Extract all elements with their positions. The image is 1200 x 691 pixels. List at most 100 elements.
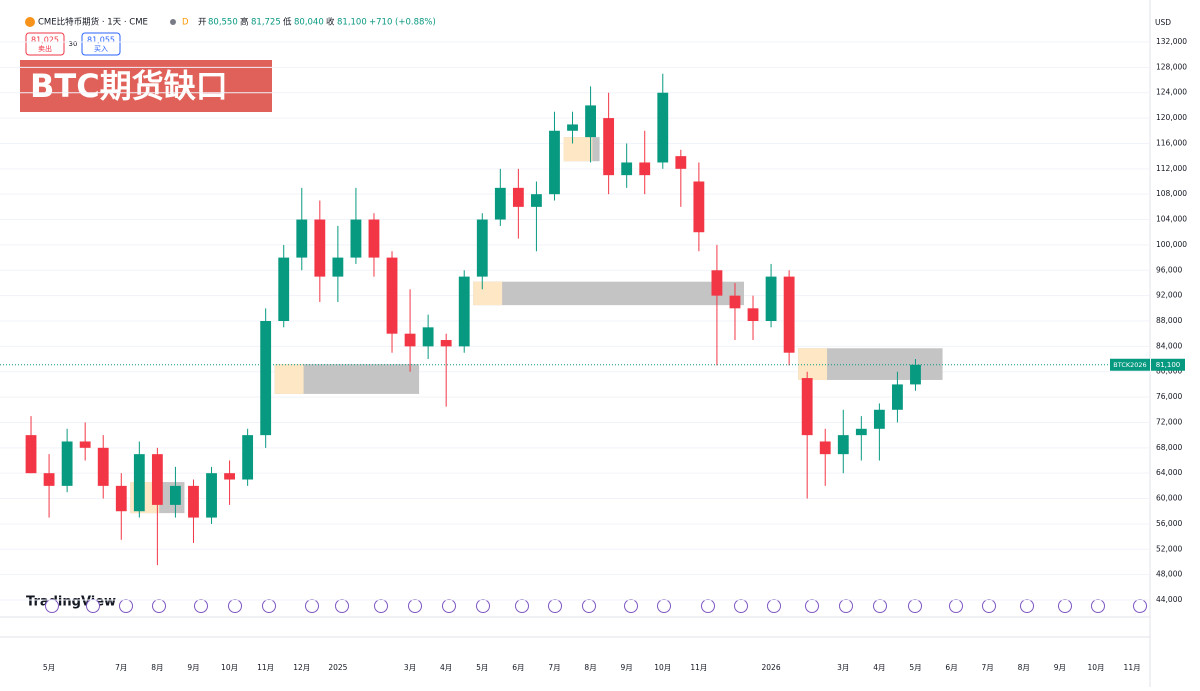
candle-body — [892, 384, 903, 410]
candle-body — [404, 333, 416, 347]
candle-body — [278, 257, 290, 321]
currency: USD — [1155, 18, 1171, 27]
y-tick-label: 44,000 — [1156, 595, 1182, 604]
candle-body — [910, 364, 921, 385]
event-icon — [839, 599, 853, 613]
candle-body — [531, 194, 542, 207]
y-tick-label: 132,000 — [1156, 37, 1187, 46]
y-tick-label: 96,000 — [1156, 265, 1182, 274]
candle-body — [260, 321, 272, 436]
candle-body — [873, 409, 885, 429]
candle-body — [639, 162, 651, 176]
candle-body — [458, 276, 470, 347]
price-tag: 81,100 — [1156, 361, 1181, 369]
x-tick-label: 10月 — [221, 663, 238, 672]
candle-body — [837, 435, 849, 455]
event-icon — [305, 599, 319, 613]
event-icon — [515, 599, 529, 613]
event-icon — [335, 599, 349, 613]
event-icon — [949, 599, 963, 613]
symbol-tag-box — [1110, 358, 1150, 371]
buy-button[interactable] — [81, 32, 121, 56]
close-label: 收 — [326, 17, 335, 28]
x-tick-label: 9月 — [621, 663, 633, 672]
y-tick-label: 84,000 — [1156, 341, 1182, 350]
open-label: 开 — [198, 18, 207, 28]
candle-body — [783, 276, 795, 353]
change: +710 (+0.88%) — [369, 18, 436, 28]
candle-body — [494, 187, 506, 220]
sell-price[interactable]: 81,025 — [31, 36, 59, 45]
candle-body — [603, 118, 615, 176]
high-label: 高 — [240, 17, 249, 28]
y-tick-label: 108,000 — [1156, 189, 1187, 198]
candle-body — [206, 473, 217, 518]
y-tick-label: 64,000 — [1156, 468, 1182, 477]
y-tick-label: 48,000 — [1156, 570, 1182, 579]
event-icon — [1058, 599, 1072, 613]
x-tick-label: 7月 — [982, 663, 994, 672]
candle-body — [314, 219, 326, 277]
x-tick-label: 11月 — [1124, 663, 1141, 672]
candle-body — [512, 187, 524, 207]
event-icon — [873, 599, 887, 613]
event-markers — [45, 599, 1147, 613]
x-tick-label: 8月 — [584, 663, 596, 672]
x-tick-label: 3月 — [404, 663, 416, 672]
x-tick-label: 9月 — [1054, 663, 1066, 672]
candle-body — [25, 435, 37, 474]
x-tick-label: 11月 — [690, 663, 707, 672]
candle-body — [585, 105, 596, 138]
candle-body — [549, 130, 560, 195]
buy-price[interactable]: 81,055 — [87, 36, 115, 45]
gap-start — [798, 348, 828, 380]
event-icon — [1020, 599, 1034, 613]
y-tick-label: 92,000 — [1156, 291, 1182, 300]
chart-title: CME比特币期货 · 1天 · CME — [38, 17, 148, 28]
watermark: TradingView — [26, 595, 116, 610]
high-value: 81,725 — [251, 18, 281, 28]
spread: 30 — [69, 40, 78, 48]
candle-body — [296, 219, 308, 258]
y-tick-label: 56,000 — [1156, 519, 1182, 528]
y-tick-label: 80,000 — [1156, 367, 1182, 376]
x-tick-label: 4月 — [873, 663, 885, 672]
candle-body — [819, 441, 831, 455]
event-icon — [45, 599, 59, 613]
event-icon — [734, 599, 748, 613]
gap-start — [274, 364, 304, 394]
sell-button[interactable] — [25, 32, 65, 56]
candle-body — [188, 485, 199, 518]
y-tick-label: 124,000 — [1156, 88, 1187, 97]
y-tick-label: 100,000 — [1156, 240, 1187, 249]
y-tick-label: 112,000 — [1156, 164, 1187, 173]
sell-label[interactable]: 卖出 — [38, 44, 52, 53]
event-icon — [908, 599, 922, 613]
candle-body — [115, 485, 127, 512]
y-tick-label: 104,000 — [1156, 215, 1187, 224]
x-tick-label: 7月 — [548, 663, 560, 672]
low-label: 低 — [283, 17, 292, 28]
event-icon — [624, 599, 638, 613]
y-tick-label: 76,000 — [1156, 392, 1182, 401]
candle-body — [747, 308, 759, 321]
candle-body — [621, 162, 633, 176]
event-icon — [657, 599, 671, 613]
candle-body — [368, 219, 380, 258]
candle-body — [711, 270, 723, 296]
event-icon — [86, 599, 100, 613]
y-tick-label: 60,000 — [1156, 494, 1182, 503]
candle-body — [855, 428, 867, 436]
y-tick-label: 120,000 — [1156, 113, 1187, 122]
x-tick-label: 8月 — [151, 663, 163, 672]
event-icon — [194, 599, 208, 613]
x-tick-label: 8月 — [1018, 663, 1030, 672]
buy-label[interactable]: 买入 — [94, 45, 108, 53]
candle-body — [224, 473, 235, 480]
candle-body — [765, 276, 777, 321]
candle-body — [170, 485, 181, 505]
gap-zone — [473, 281, 744, 306]
symbol-tag: BTCK2026 — [1113, 361, 1146, 369]
candle-body — [693, 181, 705, 233]
event-icon — [767, 599, 781, 613]
